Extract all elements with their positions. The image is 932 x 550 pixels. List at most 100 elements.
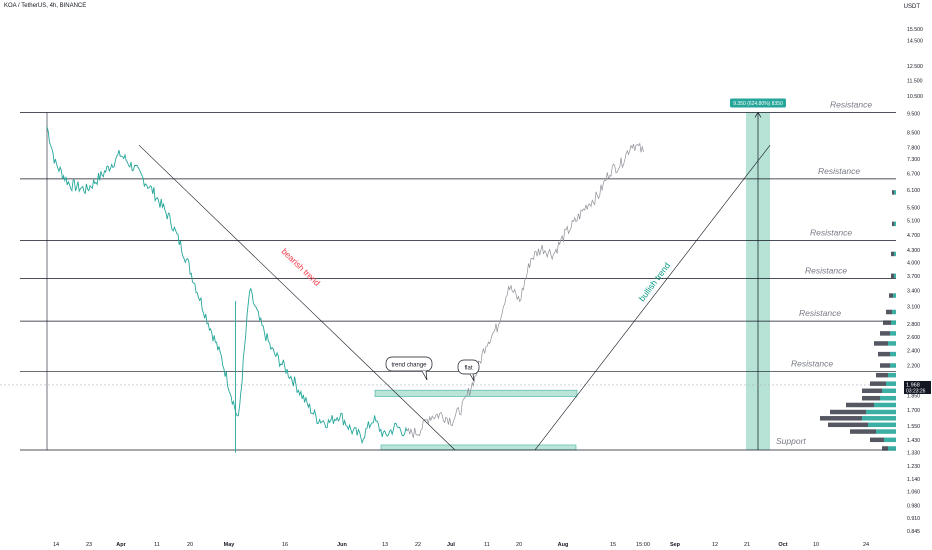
volume-bar-green — [886, 381, 896, 386]
volume-bar-green — [888, 341, 896, 346]
price-tick-label: 6.700 — [907, 172, 920, 178]
time-tick-label: 14 — [53, 542, 59, 548]
volume-bar-dark — [886, 309, 892, 315]
price-tick-label: 1.700 — [907, 408, 920, 414]
time-tick-label: 20 — [187, 542, 193, 548]
flat-bubble — [457, 359, 480, 375]
volume-bar-dark — [820, 416, 862, 421]
level-label: Resistance — [799, 308, 841, 318]
time-tick-label: Sep — [670, 542, 681, 548]
volume-bar-green — [888, 446, 896, 451]
price-tick-label: 10.500 — [907, 94, 923, 100]
zones-layer — [374, 111, 770, 451]
time-tick-label: Apr — [116, 542, 126, 548]
price-tick-label: 15.500 — [907, 27, 923, 33]
price-line-main — [46, 126, 408, 445]
time-tick-label: 15:00 — [636, 542, 650, 548]
volume-bar-green — [882, 388, 896, 394]
volume-bar-dark — [889, 293, 893, 298]
price-tick-label: 11.500 — [907, 78, 923, 84]
price-tick-label: 0.980 — [907, 503, 920, 509]
time-tick-label: Jun — [337, 542, 347, 548]
time-axis: 14 23 Apr 11 20 May 16 Jun 13 22 Jul 11 20 Aug 15 15:00… — [53, 542, 869, 548]
volume-bar-dark — [874, 341, 888, 346]
price-tick-label: 7.300 — [907, 157, 920, 163]
volume-bar-dark — [828, 422, 868, 428]
price-tick-label: 1.850 — [907, 394, 920, 400]
price-tick-label: 14.500 — [907, 38, 923, 44]
volume-bar-dark — [830, 409, 866, 415]
price-tick-label: 0.845 — [907, 529, 920, 535]
time-tick-label: Jul — [447, 542, 455, 548]
volume-bar-dark — [892, 221, 894, 227]
volume-bar-green — [894, 273, 896, 279]
current-price-value: 1.968 — [906, 382, 920, 388]
volume-bar-green — [862, 416, 896, 421]
bullish-trend-line — [534, 145, 771, 451]
volume-bar-dark — [876, 372, 888, 378]
trend-change-label: trend change — [391, 363, 427, 369]
chart-title: KOA / TetherUS, 4h, BINANCE — [4, 3, 87, 9]
price-tick-label: 2.800 — [907, 322, 920, 328]
volume-bar-dark — [891, 251, 894, 257]
price-line-recent — [406, 142, 644, 438]
price-tick-label: 7.800 — [907, 145, 920, 151]
volume-bar-green — [892, 309, 896, 315]
annotations: 9.350 (624.80%) 8350 bearish trend bullish… — [280, 98, 786, 382]
time-tick-label: 24 — [863, 542, 869, 548]
time-tick-label: 16 — [282, 542, 288, 548]
volume-bar-green — [891, 320, 896, 325]
volume-bar-dark — [862, 388, 882, 394]
price-tick-label: 3.400 — [907, 289, 920, 295]
price-tick-label: 2.200 — [907, 364, 920, 370]
volume-bar-green — [880, 395, 896, 401]
volume-bar-dark — [870, 437, 884, 443]
price-tick-label: 1.140 — [907, 477, 920, 483]
level-label: Resistance — [830, 99, 872, 109]
current-price-box — [904, 380, 931, 394]
price-tick-label: 1.550 — [907, 424, 920, 430]
volume-bar-green — [868, 422, 896, 428]
volume-bar-green — [884, 437, 896, 443]
measure-label: 9.350 (624.80%) 8350 — [733, 101, 783, 107]
volume-bar-green — [890, 351, 896, 357]
volume-bar-dark — [862, 395, 880, 401]
volume-bar-dark — [846, 402, 874, 408]
volume-bar-dark — [870, 381, 886, 386]
trend-change-bubble — [385, 356, 433, 372]
volume-bar-dark — [880, 363, 890, 368]
volume-bar-green — [866, 409, 896, 415]
range-top-zone — [374, 389, 578, 397]
price-tick-label: 5.500 — [907, 206, 920, 212]
price-tick-label: 3.100 — [907, 305, 920, 311]
price-tick-label: 12.500 — [907, 64, 923, 70]
level-label: Resistance — [791, 358, 833, 368]
price-tick-label: 9.500 — [907, 111, 920, 117]
price-tick-label: 2.600 — [907, 335, 920, 341]
time-tick-label: 22 — [415, 542, 421, 548]
level-label: Resistance — [805, 265, 847, 275]
volume-bar-dark — [891, 273, 894, 279]
price-tick-label: 1.060 — [907, 490, 920, 496]
volume-bar-dark — [883, 320, 891, 325]
volume-bar-green — [893, 293, 896, 298]
price-tick-label: 6.100 — [907, 188, 920, 194]
time-tick-label: Oct — [778, 542, 787, 548]
measure-label-box — [730, 98, 786, 108]
price-tick-label: 4.300 — [907, 248, 920, 254]
volume-bar-green — [874, 402, 896, 408]
time-tick-label: 12 — [712, 542, 718, 548]
price-axis: 15.500 14.500 12.500 11.500 10.500 9.500 8.500… — [904, 27, 931, 535]
price-tick-label: 3.700 — [907, 274, 920, 280]
time-tick-label: 20 — [516, 542, 522, 548]
price-tick-label: 1.230 — [907, 464, 920, 470]
flat-label: flat — [464, 366, 472, 372]
horizontal-levels: Resistance Resistance Resistance Resistance… — [0, 99, 896, 451]
volume-bar-green — [888, 372, 896, 378]
currency-label: USDT — [903, 4, 920, 10]
current-price-countdown: 03:23:26 — [906, 388, 926, 394]
volume-bar-green — [890, 331, 896, 336]
volume-bar-green — [894, 190, 896, 195]
volume-bar-green — [876, 429, 896, 434]
